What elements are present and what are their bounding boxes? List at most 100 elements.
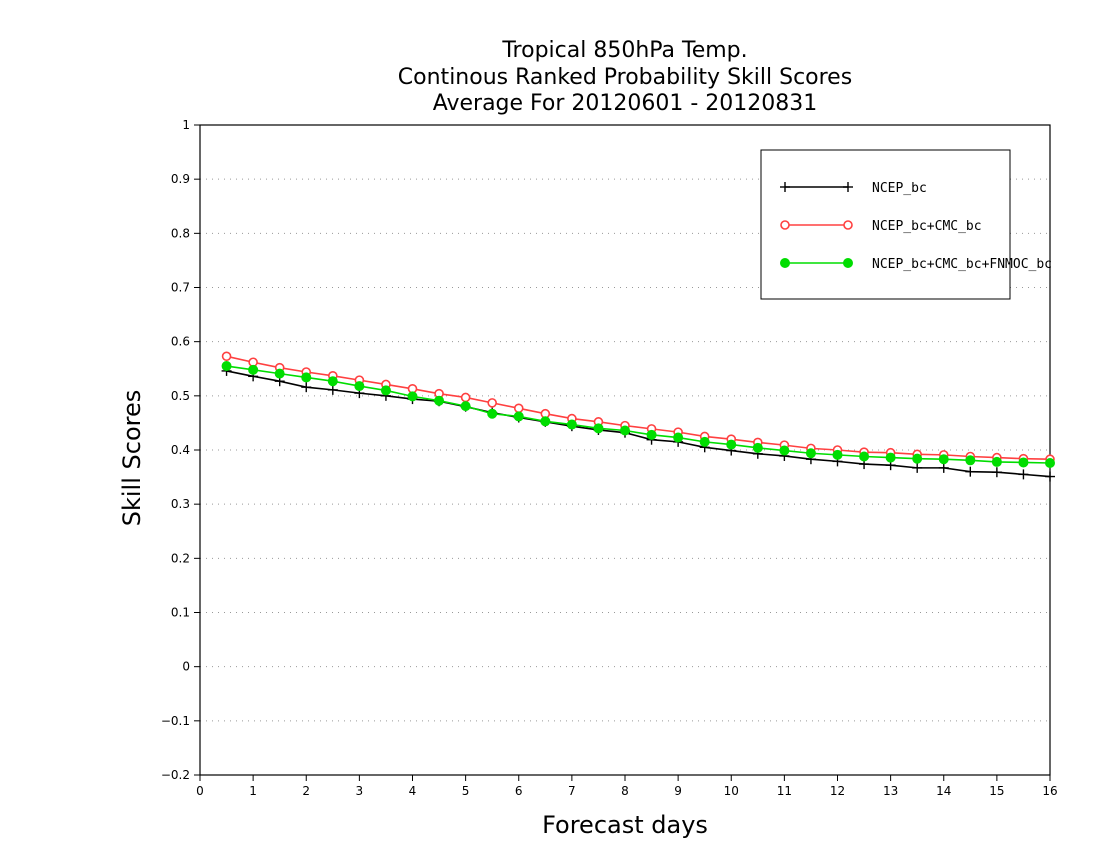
- x-tick-label: 12: [830, 784, 845, 798]
- y-tick-label: 0.7: [171, 281, 190, 295]
- x-axis-title: Forecast days: [542, 811, 708, 839]
- x-tick-label: 1: [249, 784, 257, 798]
- x-axis: 0 1 2 3 4 5 6 7 8 9 10 11 12 13 14 15 16: [196, 775, 1058, 798]
- legend-marker: [780, 258, 790, 268]
- y-tick-label: 0.8: [171, 226, 190, 240]
- data-point: [1018, 469, 1029, 480]
- data-point: [885, 452, 896, 463]
- data-point: [938, 454, 949, 465]
- series-line: [226, 370, 1051, 478]
- x-tick-label: 2: [302, 784, 310, 798]
- x-tick-label: 8: [621, 784, 629, 798]
- x-tick-label: 4: [409, 784, 417, 798]
- data-point: [566, 419, 577, 430]
- x-tick-label: 16: [1042, 784, 1057, 798]
- x-tick-label: 5: [462, 784, 470, 798]
- series-line: [226, 355, 1051, 461]
- y-tick-label: 0.3: [171, 497, 190, 511]
- y-tick-label: 1: [182, 118, 190, 132]
- y-tick-label: 0.5: [171, 389, 190, 403]
- data-point: [991, 456, 1002, 467]
- data-point: [274, 368, 285, 379]
- data-point: [540, 416, 551, 427]
- data-point: [752, 442, 763, 453]
- series-2: [221, 361, 1055, 468]
- legend: NCEP_bc NCEP_bc+CMC_bc NCEP_bc+CMC_bc+FNMO…: [760, 149, 1052, 300]
- x-tick-label: 13: [883, 784, 898, 798]
- legend-marker: [843, 220, 853, 230]
- series-line: [226, 365, 1051, 464]
- data-point: [460, 392, 471, 403]
- series-layer: [221, 351, 1055, 482]
- title-line-2: Continous Ranked Probability Skill Score…: [398, 65, 852, 90]
- data-point: [859, 451, 870, 462]
- legend-marker: [780, 182, 790, 192]
- data-point: [248, 364, 259, 375]
- y-tick-label: 0.4: [171, 443, 190, 457]
- data-point: [487, 408, 498, 419]
- chart-title: Tropical 850hPa Temp. Continous Ranked P…: [398, 38, 852, 116]
- legend-label: NCEP_bc+CMC_bc+FNMOC_bc: [872, 257, 1052, 272]
- data-point: [593, 423, 604, 434]
- data-point: [991, 467, 1002, 478]
- y-axis: −0.2 −0.1 0 0.1 0.2 0.3 0.4 0.5 0.6 0.7 0.8 0.9 1: [161, 118, 200, 782]
- data-point: [1018, 457, 1029, 468]
- data-point: [301, 372, 312, 383]
- x-tick-label: 14: [936, 784, 951, 798]
- legend-label: NCEP_bc: [872, 181, 927, 196]
- data-point: [965, 455, 976, 466]
- data-point: [699, 436, 710, 447]
- legend-marker: [780, 220, 790, 230]
- data-point: [407, 391, 418, 402]
- data-point: [327, 384, 338, 395]
- data-point: [434, 395, 445, 406]
- x-tick-label: 15: [989, 784, 1004, 798]
- legend-entry-0: NCEP_bc: [780, 181, 927, 196]
- y-tick-label: −0.2: [161, 768, 190, 782]
- x-tick-label: 7: [568, 784, 576, 798]
- y-tick-label: 0.9: [171, 172, 190, 186]
- data-point: [327, 376, 338, 387]
- data-point: [646, 429, 657, 440]
- x-tick-label: 10: [724, 784, 739, 798]
- data-point: [1045, 471, 1055, 482]
- legend-label: NCEP_bc+CMC_bc: [872, 219, 982, 234]
- legend-marker: [843, 258, 853, 268]
- x-tick-label: 3: [356, 784, 364, 798]
- data-point: [221, 351, 232, 362]
- y-axis-title: Skill Scores: [118, 390, 146, 527]
- data-point: [1045, 458, 1055, 468]
- y-tick-label: 0.2: [171, 551, 190, 565]
- data-point: [805, 448, 816, 459]
- data-point: [620, 425, 630, 436]
- series-1: [221, 351, 1055, 465]
- legend-entry-1: NCEP_bc+CMC_bc: [780, 219, 982, 234]
- data-point: [938, 462, 949, 473]
- data-point: [779, 445, 790, 456]
- data-point: [832, 449, 843, 460]
- title-line-1: Tropical 850hPa Temp.: [501, 38, 747, 63]
- data-point: [487, 398, 497, 408]
- data-point: [380, 385, 391, 396]
- y-tick-label: 0: [182, 660, 190, 674]
- data-point: [460, 401, 471, 412]
- data-point: [354, 381, 365, 392]
- data-point: [513, 411, 524, 422]
- data-point: [965, 466, 976, 477]
- y-tick-label: −0.1: [161, 714, 190, 728]
- data-point: [301, 382, 312, 393]
- y-tick-label: 0.1: [171, 606, 190, 620]
- y-tick-label: 0.6: [171, 335, 190, 349]
- title-line-3: Average For 20120601 - 20120831: [433, 91, 818, 116]
- x-tick-label: 6: [515, 784, 523, 798]
- x-tick-label: 9: [674, 784, 682, 798]
- x-tick-label: 11: [777, 784, 792, 798]
- data-point: [726, 439, 737, 450]
- data-point: [912, 462, 923, 473]
- data-point: [912, 453, 923, 464]
- x-tick-label: 0: [196, 784, 204, 798]
- data-point: [673, 432, 684, 443]
- data-point: [221, 361, 232, 372]
- data-point: [513, 403, 524, 414]
